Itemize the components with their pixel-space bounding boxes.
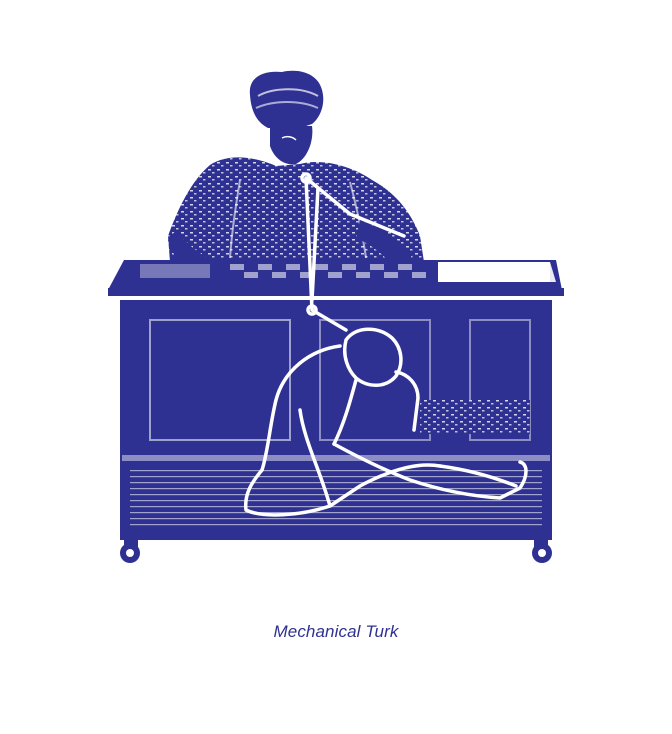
right-arm [356, 220, 414, 268]
mechanical-turk-illustration [108, 70, 564, 563]
turban [249, 70, 324, 128]
hidden-operator [243, 172, 528, 517]
turk-figure [168, 70, 424, 276]
cabinet-body [120, 300, 552, 563]
caption-title: Mechanical Turk [273, 622, 399, 641]
face [270, 126, 313, 165]
chessboard [230, 264, 426, 278]
cabinet-top [108, 260, 564, 300]
